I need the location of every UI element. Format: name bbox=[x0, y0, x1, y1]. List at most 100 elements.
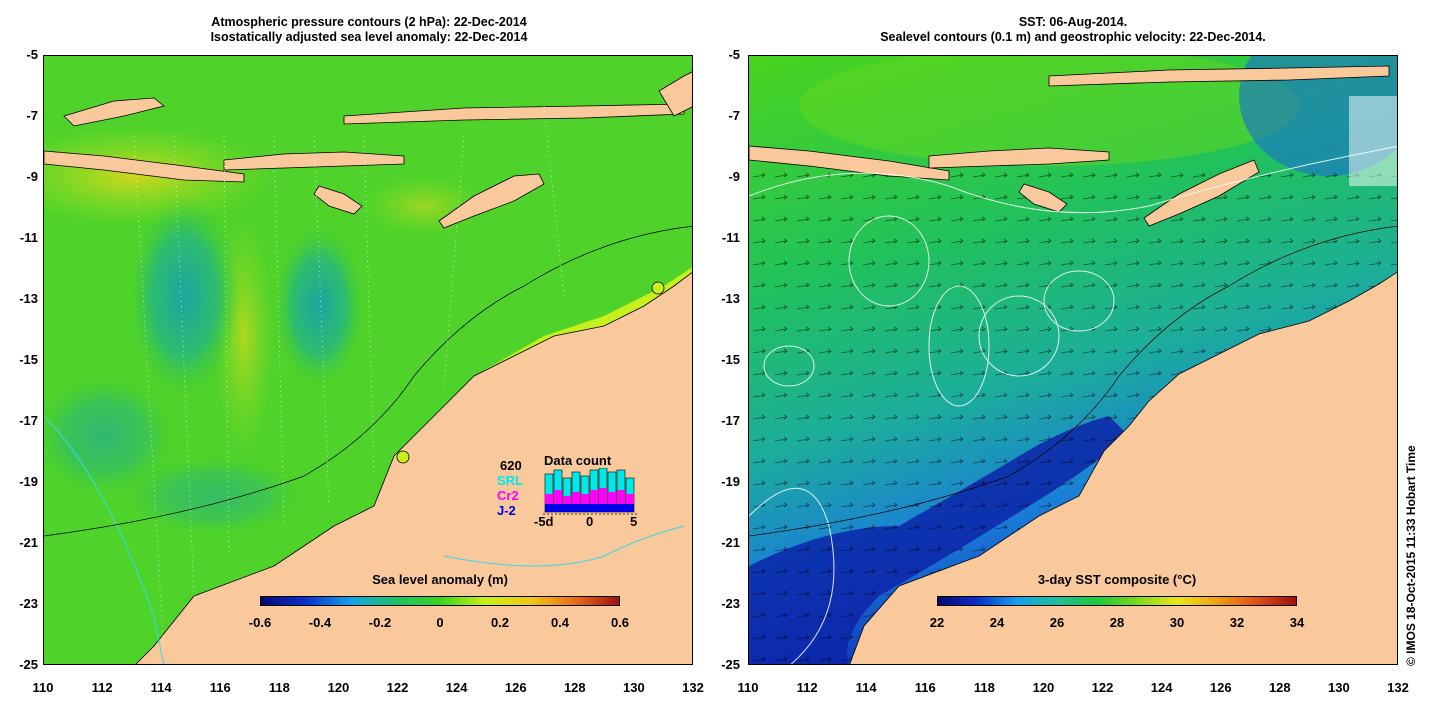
sst-map[interactable]: 3-day SST composite (°C) 22 24 26 28 30 32 34 bbox=[748, 55, 1398, 665]
right-title-line1: SST: 06-Aug-2014. bbox=[1018, 15, 1128, 29]
sulawesi-tail bbox=[63, 97, 165, 127]
eddy-low bbox=[129, 196, 239, 396]
colorbar-tick-label: -0.6 bbox=[248, 615, 272, 630]
north-island bbox=[343, 103, 685, 125]
y-tick-label: -13 bbox=[721, 291, 740, 306]
left-title: Atmospheric pressure contours (2 hPa): 2… bbox=[44, 15, 694, 45]
hist-bar-cr2 bbox=[581, 494, 589, 504]
right-colorbar bbox=[937, 596, 1297, 606]
data-count-total: 620 bbox=[500, 458, 522, 473]
sumba-island bbox=[313, 185, 363, 215]
y-tick-label: -9 bbox=[728, 169, 740, 184]
hist-bar-cr2 bbox=[572, 492, 580, 504]
dotted-contour bbox=[363, 135, 375, 477]
x-tick-label: 132 bbox=[682, 680, 704, 695]
data-count-histogram bbox=[543, 468, 638, 515]
colorbar-tick-label: 32 bbox=[1229, 615, 1245, 630]
java-island bbox=[749, 145, 950, 181]
y-tick-label: -13 bbox=[19, 291, 38, 306]
x-tick-label: 118 bbox=[973, 680, 995, 695]
northeast-land bbox=[658, 71, 692, 117]
y-tick-label: -9 bbox=[26, 169, 38, 184]
hist-bar-cr2 bbox=[545, 494, 553, 504]
eddy-low bbox=[44, 376, 174, 496]
hist-bar-cr2 bbox=[608, 492, 616, 504]
dotted-contour bbox=[273, 135, 285, 527]
sst-patch bbox=[799, 56, 1299, 166]
bathymetry-contour bbox=[44, 225, 692, 537]
colorbar-tick-label: 34 bbox=[1289, 615, 1305, 630]
north-island bbox=[1048, 65, 1390, 87]
x-tick-label: 124 bbox=[1150, 680, 1173, 695]
y-tick-label: -19 bbox=[19, 474, 38, 489]
sst-svg bbox=[749, 56, 1397, 664]
y-tick-label: -25 bbox=[721, 657, 740, 672]
y-tick-label: -25 bbox=[19, 657, 38, 672]
x-tick-label: 128 bbox=[563, 680, 586, 695]
sea-level-anomaly-map[interactable]: 620 SRL Cr2 J-2 Data count bbox=[43, 55, 693, 665]
pressure-contour bbox=[44, 415, 165, 664]
left-title-line1: Atmospheric pressure contours (2 hPa): 2… bbox=[211, 15, 527, 29]
y-tick-label: -5 bbox=[26, 47, 38, 62]
java-island bbox=[44, 150, 245, 183]
colorbar-tick-label: -0.2 bbox=[368, 615, 392, 630]
timor-island bbox=[438, 173, 545, 229]
lesser-sunda-islands bbox=[223, 151, 405, 171]
timor-island bbox=[1143, 159, 1260, 227]
cloud-mask bbox=[1349, 96, 1397, 186]
dotted-contour bbox=[543, 105, 565, 297]
colorbar-tick-label: 30 bbox=[1169, 615, 1185, 630]
hist-bar-cr2 bbox=[617, 490, 625, 504]
colorbar-tick-label: 0.6 bbox=[610, 615, 630, 630]
right-title: SST: 06-Aug-2014. Sealevel contours (0.1… bbox=[748, 15, 1398, 45]
x-tick-label: 114 bbox=[855, 680, 877, 695]
x-tick-label: 132 bbox=[1387, 680, 1409, 695]
y-tick-label: -7 bbox=[728, 108, 740, 123]
australia-land bbox=[135, 272, 692, 664]
y-tick-label: -21 bbox=[721, 535, 740, 550]
colorbar-tick-label: 24 bbox=[989, 615, 1005, 630]
sea-level-contours bbox=[749, 145, 1397, 664]
x-tick-label: 128 bbox=[1268, 680, 1291, 695]
bathymetry-contour bbox=[749, 225, 1397, 537]
mission-label-srl: SRL bbox=[497, 473, 523, 488]
x-tick-label: 130 bbox=[1328, 680, 1350, 695]
y-tick-label: -11 bbox=[19, 230, 38, 245]
left-title-line2: Isostatically adjusted sea level anomaly… bbox=[210, 30, 528, 44]
hist-bar-cr2 bbox=[626, 494, 634, 504]
hist-bar-j2 bbox=[545, 504, 634, 512]
hist-bar-cr2 bbox=[554, 490, 562, 504]
eddy-low bbox=[274, 226, 364, 386]
colorbar-tick-label: 0.4 bbox=[550, 615, 570, 630]
dotted-contour bbox=[443, 135, 465, 387]
y-tick-label: -17 bbox=[19, 413, 38, 428]
y-tick-label: -23 bbox=[721, 596, 740, 611]
colorbar-tick-label: 28 bbox=[1109, 615, 1125, 630]
left-colorbar bbox=[260, 596, 620, 606]
x-tick-label: 126 bbox=[1209, 680, 1232, 695]
sea-level-anomaly-svg bbox=[44, 56, 692, 664]
histogram-tick: -5d bbox=[534, 514, 554, 529]
colorbar-tick-label: 26 bbox=[1049, 615, 1065, 630]
pressure-dotted-lines bbox=[133, 105, 565, 657]
x-tick-label: 118 bbox=[268, 680, 290, 695]
sea-level-contour bbox=[928, 285, 990, 407]
station-marker bbox=[396, 450, 410, 464]
histogram-tick: 5 bbox=[630, 514, 638, 529]
x-tick-label: 120 bbox=[1032, 680, 1055, 695]
x-tick-label: 116 bbox=[209, 680, 231, 695]
x-tick-label: 114 bbox=[150, 680, 172, 695]
sea-level-contour bbox=[749, 488, 835, 664]
y-tick-label: -21 bbox=[19, 535, 38, 550]
y-tick-label: -7 bbox=[26, 108, 38, 123]
station-marker bbox=[651, 281, 665, 295]
sea-level-contour bbox=[978, 295, 1060, 377]
left-colorbar-title: Sea level anomaly (m) bbox=[372, 572, 508, 587]
australia-land bbox=[849, 271, 1397, 664]
y-tick-label: -5 bbox=[728, 47, 740, 62]
sea-level-contour bbox=[749, 145, 1397, 214]
y-tick-label: -17 bbox=[721, 413, 740, 428]
dotted-contour bbox=[313, 135, 330, 507]
y-tick-label: -19 bbox=[721, 474, 740, 489]
sea-level-contour bbox=[848, 215, 930, 307]
